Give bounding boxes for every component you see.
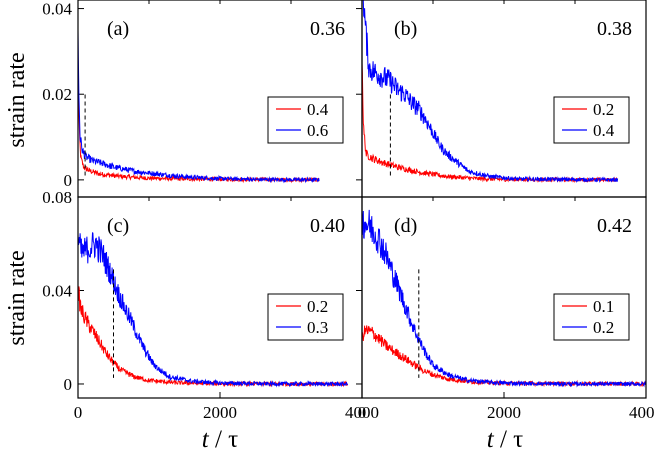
panel-c-legend-box — [267, 293, 344, 341]
panel-b-legend-box — [553, 96, 630, 144]
panel-b-value-label: 0.38 — [597, 18, 632, 40]
panel-a-series-1-line — [77, 30, 320, 184]
panel-a-legend-entry-0: 0.4 — [307, 100, 329, 119]
y-axis-label-top: strain rate — [4, 52, 30, 147]
panel-d-value-label: 0.42 — [597, 215, 632, 237]
panel-d-legend-entry-1: 0.2 — [593, 318, 614, 337]
panel-b-legend-entry-1: 0.4 — [593, 121, 615, 140]
panel-b-label: (b) — [394, 18, 417, 40]
panel-d: 0 2000 4000 (d) 0.42 0.1 0.2 — [358, 196, 654, 422]
panel-d-legend-box — [553, 293, 630, 341]
panel-a: 0 0.02 0.04 (a) 0.36 0.4 0.6 — [42, 0, 363, 198]
panel-a-legend-box — [267, 96, 344, 144]
panel-c-series-1-line — [77, 232, 349, 388]
panel-d-legend: 0.1 0.2 — [553, 293, 630, 341]
panel-a-legend: 0.4 0.6 — [267, 96, 344, 144]
panel-d-x-tick-label-1: 2000 — [487, 403, 521, 422]
panel-b-legend-entry-0: 0.2 — [593, 100, 614, 119]
panel-c-label: (c) — [107, 215, 129, 237]
x-axis-label-left-unit: τ — [228, 426, 238, 452]
panel-c-value-label: 0.40 — [310, 215, 345, 237]
panel-c-y-tick-label-2: 0.08 — [42, 188, 72, 207]
x-axis-label-right-slash: / — [494, 426, 513, 452]
x-axis-label-right-unit: τ — [513, 426, 523, 452]
panel-a-value-label: 0.36 — [310, 18, 345, 40]
panel-b-series-1-line — [362, 0, 619, 184]
panel-c-legend-entry-1: 0.3 — [307, 318, 328, 337]
panel-d-x-tick-label-0: 0 — [358, 403, 367, 422]
panel-d-legend-entry-0: 0.1 — [593, 297, 614, 316]
svg-text:t / τ: t / τ — [487, 426, 523, 452]
panel-b: (b) 0.38 0.2 0.4 — [361, 0, 647, 198]
panel-a-y-tick-label-0: 0 — [64, 171, 73, 190]
x-axis-label-left-slash: / — [209, 426, 228, 452]
x-axis-label-left-var: t — [202, 426, 210, 452]
panel-c-legend-entry-0: 0.2 — [307, 297, 328, 316]
panel-c-x-tick-label-2: 4000 — [345, 403, 379, 422]
panel-c-y-tick-label-1: 0.04 — [42, 281, 72, 300]
panel-b-legend: 0.2 0.4 — [553, 96, 630, 144]
svg-text:t / τ: t / τ — [202, 426, 238, 452]
panel-c: 0 0.04 0.08 0 2000 4000 (c) 0.40 0.2 0.3 — [42, 188, 379, 422]
panel-c-legend: 0.2 0.3 — [267, 293, 344, 341]
panel-c-x-tick-label-0: 0 — [74, 403, 83, 422]
panel-d-series-1-line — [361, 209, 647, 388]
panel-c-x-tick-label-1: 2000 — [203, 403, 237, 422]
panel-d-label: (d) — [394, 215, 417, 237]
panel-a-grid-lines: 0 0.02 0.04 — [42, 0, 362, 190]
panel-a-y-tick-label-1: 0.02 — [42, 85, 72, 104]
y-axis-label-bottom: strain rate — [4, 250, 30, 345]
panel-d-x-tick-label-2: 4000 — [629, 403, 654, 422]
panel-a-legend-entry-1: 0.6 — [307, 121, 328, 140]
x-axis-label-right: t / τ — [487, 426, 523, 452]
panel-a-y-tick-label-2: 0.04 — [42, 0, 72, 19]
x-axis-label-right-var: t — [487, 426, 495, 452]
panel-d-frame — [361, 196, 647, 399]
panel-c-y-tick-label-0: 0 — [64, 375, 73, 394]
panel-a-label: (a) — [107, 18, 129, 40]
x-axis-label-left: t / τ — [202, 426, 238, 452]
